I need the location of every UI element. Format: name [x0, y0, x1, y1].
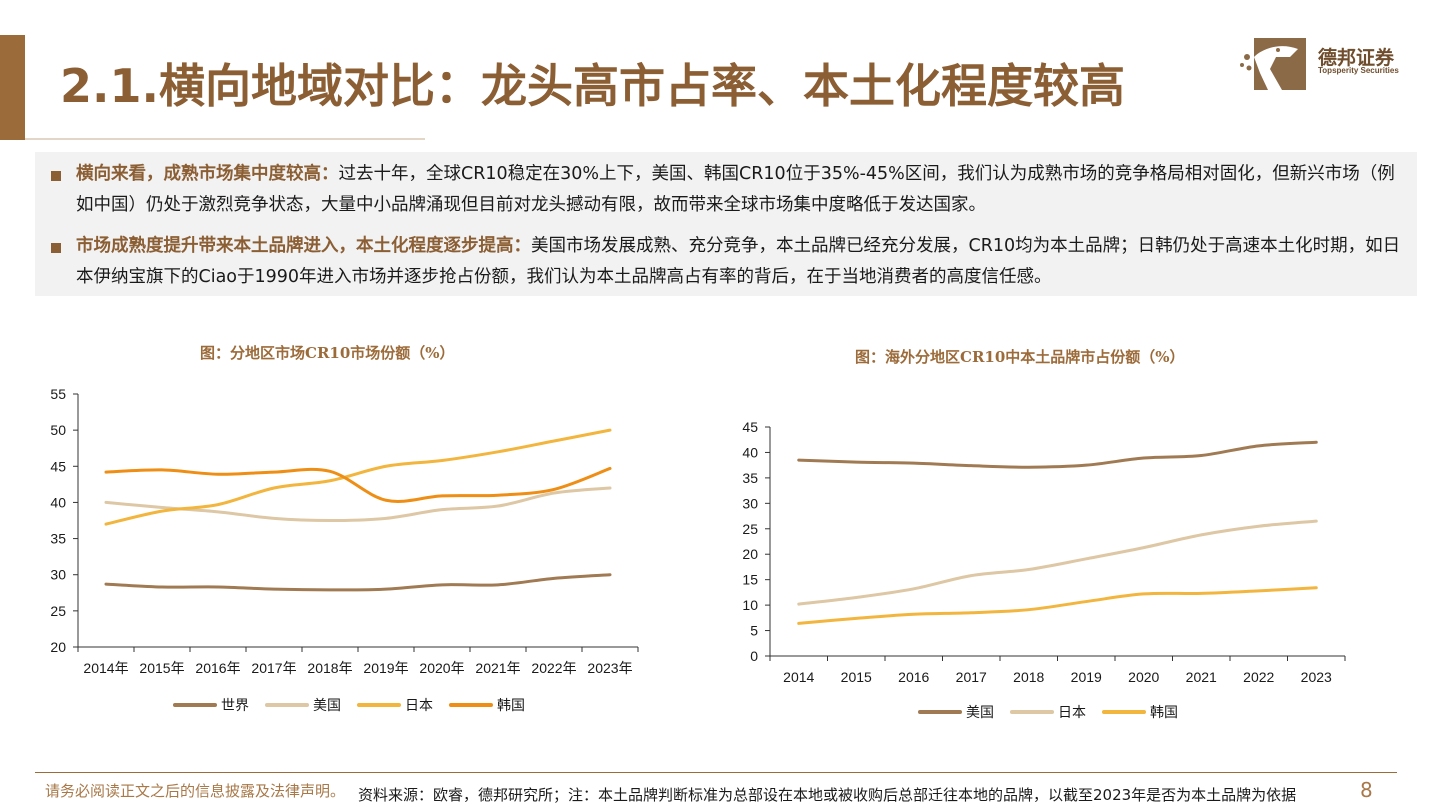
y-tick-label: 35	[742, 470, 758, 486]
y-tick-label: 45	[742, 419, 758, 435]
x-tick-label: 2015年	[139, 660, 184, 676]
footer-disclaimer-link[interactable]: 请务必阅读正文之后的信息披露及法律声明。	[45, 782, 346, 800]
page-title: 2.1.横向地域对比：龙头高市占率、本土化程度较高	[60, 59, 1125, 113]
logo-name-en: Topsperity Securities	[1318, 66, 1399, 75]
x-tick-label: 2020	[1128, 669, 1159, 685]
legend-label: 美国	[966, 705, 994, 721]
title-underline	[25, 138, 425, 140]
y-tick-label: 50	[50, 422, 66, 438]
logo-name-cn: 德邦证券	[1318, 47, 1395, 69]
legend-label: 韩国	[497, 698, 525, 714]
legend-label: 日本	[405, 698, 433, 714]
y-tick-label: 20	[742, 546, 758, 562]
y-tick-label: 30	[50, 567, 66, 583]
chart-title-regional-cr10: 图：分地区市场CR10市场份额（%）	[200, 344, 455, 362]
y-tick-label: 40	[50, 494, 66, 510]
footer-divider	[35, 772, 1397, 773]
series-line-1	[104, 573, 612, 592]
summary-bullet: 横向来看，成熟市场集中度较高：过去十年，全球CR10稳定在30%上下，美国、韩国…	[51, 159, 1403, 221]
y-tick-label: 25	[742, 521, 758, 537]
x-tick-label: 2014	[783, 669, 814, 685]
series-line-3	[104, 428, 612, 526]
x-tick-label: 2022年	[531, 660, 576, 676]
footer-source-note: 资料来源：欧睿，德邦研究所；注：本土品牌判断标准为总部设在本地或被收购后总部迁往…	[358, 786, 1297, 804]
page-number: 8	[1360, 778, 1373, 802]
x-tick-label: 2021年	[475, 660, 520, 676]
x-tick-label: 2019	[1071, 669, 1102, 685]
y-tick-label: 25	[50, 603, 66, 619]
bullet-heading: 横向来看，成熟市场集中度较高：	[76, 164, 339, 184]
series-line-4	[104, 466, 612, 503]
x-tick-label: 2017	[956, 669, 987, 685]
bullet-text: 美国市场发展成熟、充分竞争，本土品牌已经充分发展，CR10均为本土品牌；日韩仍处…	[76, 236, 1401, 287]
bullet-text: 过去十年，全球CR10稳定在30%上下，美国、韩国CR10位于35%-45%区间…	[76, 164, 1395, 215]
square-bullet-icon	[51, 243, 61, 253]
x-tick-label: 2015	[841, 669, 872, 685]
legend-label: 世界	[221, 698, 249, 714]
square-bullet-icon	[51, 171, 61, 181]
y-tick-label: 5	[750, 623, 758, 639]
chart-title-local-brand-share: 图：海外分地区CR10中本土品牌市占份额（%）	[855, 348, 1185, 366]
x-tick-label: 2016	[898, 669, 929, 685]
x-tick-label: 2021	[1186, 669, 1217, 685]
y-tick-label: 40	[742, 444, 758, 460]
y-tick-label: 15	[742, 572, 758, 588]
legend-label: 韩国	[1150, 705, 1178, 721]
y-tick-label: 55	[50, 386, 66, 402]
legend-label: 美国	[313, 698, 341, 714]
y-tick-label: 45	[50, 458, 66, 474]
series-line-3	[797, 586, 1318, 625]
x-tick-label: 2016年	[195, 660, 240, 676]
leopard-logo-icon	[1240, 38, 1306, 90]
chart-regional-cr10: 20 25 30 35 40 45 50 55 2014年 2015年 2016年 2017年 2018…	[50, 386, 639, 714]
summary-bullet: 市场成熟度提升带来本土品牌进入，本土化程度逐步提高：美国市场发展成熟、充分竞争，…	[51, 231, 1403, 293]
summary-box: 横向来看，成熟市场集中度较高：过去十年，全球CR10稳定在30%上下，美国、韩国…	[35, 152, 1417, 296]
bullet-heading: 市场成熟度提升带来本土品牌进入，本土化程度逐步提高：	[76, 236, 531, 256]
series-line-2	[797, 519, 1318, 606]
legend-label: 日本	[1058, 705, 1086, 721]
x-tick-label: 2023	[1301, 669, 1332, 685]
x-tick-label: 2022	[1243, 669, 1274, 685]
y-tick-label: 20	[50, 639, 66, 655]
brand-logo: 德邦证券 Topsperity Securities	[1240, 35, 1410, 95]
y-tick-label: 35	[50, 531, 66, 547]
y-tick-label: 0	[750, 648, 758, 664]
x-tick-label: 2018	[1013, 669, 1044, 685]
y-tick-label: 30	[742, 495, 758, 511]
x-tick-label: 2023年	[587, 660, 632, 676]
title-accent-bar	[0, 35, 25, 140]
x-tick-label: 2020年	[419, 660, 464, 676]
x-tick-label: 2018年	[307, 660, 352, 676]
x-tick-label: 2019年	[363, 660, 408, 676]
y-tick-label: 10	[742, 597, 758, 613]
chart-local-brand-share: 0 5 10 15 20 25 30 35 40 45 2014 2015 2016 2017 2018 20…	[742, 419, 1346, 721]
series-line-1	[797, 440, 1318, 469]
x-tick-label: 2017年	[251, 660, 296, 676]
x-tick-label: 2014年	[83, 660, 128, 676]
